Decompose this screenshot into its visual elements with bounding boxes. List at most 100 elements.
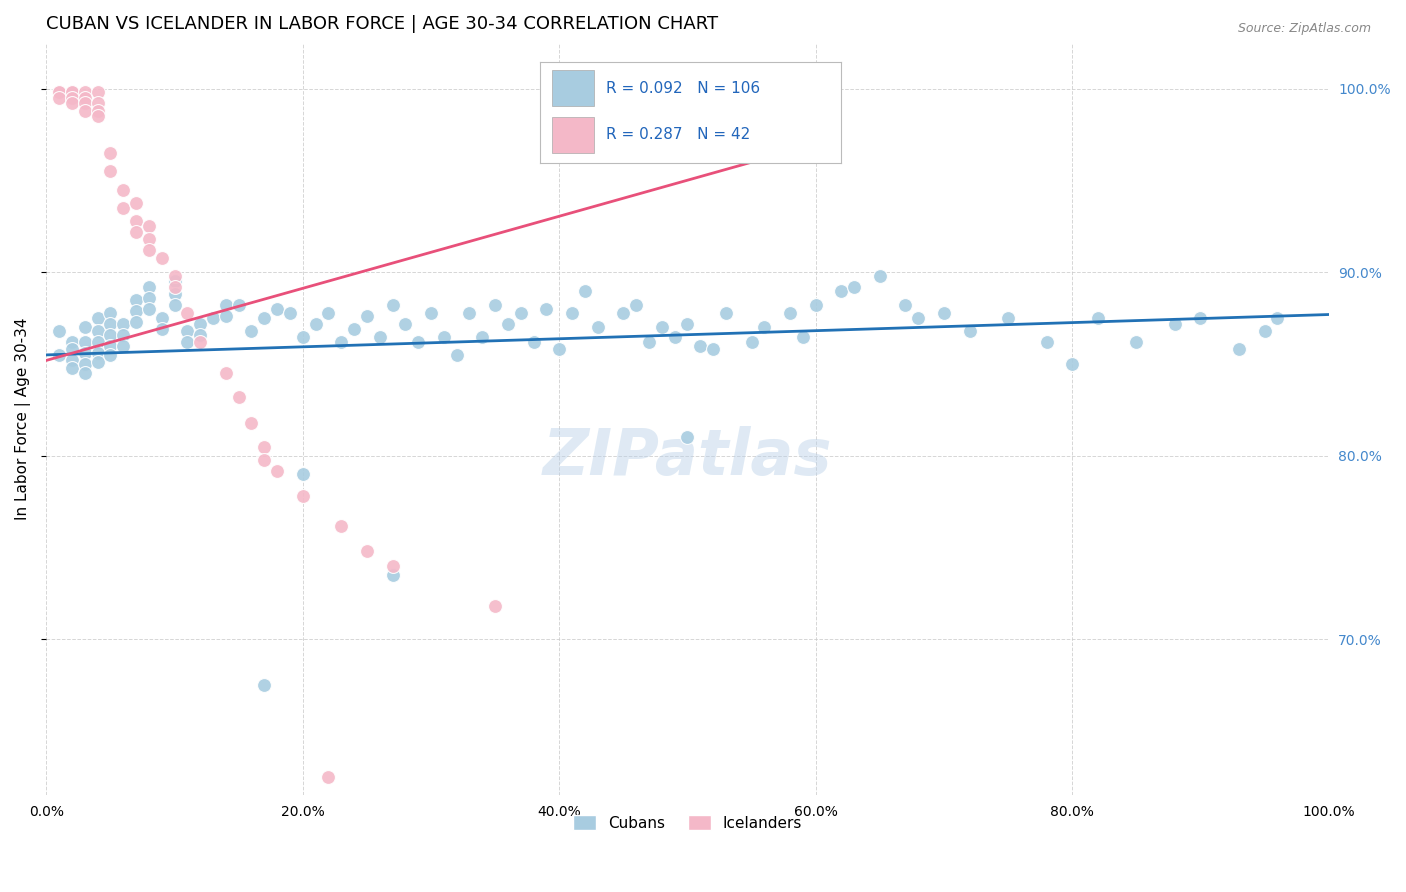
- Point: [215, 310, 238, 324]
- Point: [60, 334, 83, 349]
- Point: [86, 346, 108, 360]
- Point: [60, 86, 83, 100]
- Point: [959, 324, 981, 338]
- Point: [318, 306, 340, 320]
- Point: [73, 346, 96, 360]
- Point: [471, 329, 494, 343]
- Point: [907, 311, 929, 326]
- Point: [702, 343, 724, 357]
- Point: [48, 348, 70, 362]
- Point: [228, 298, 250, 312]
- Point: [112, 327, 135, 342]
- Point: [741, 334, 763, 349]
- Point: [343, 322, 366, 336]
- Point: [125, 303, 148, 318]
- Point: [536, 301, 558, 316]
- Point: [60, 91, 83, 105]
- Point: [484, 298, 506, 312]
- Point: [73, 91, 96, 105]
- Point: [48, 324, 70, 338]
- Text: Source: ZipAtlas.com: Source: ZipAtlas.com: [1237, 22, 1371, 36]
- Point: [561, 306, 583, 320]
- Point: [509, 306, 531, 320]
- Text: ZIPatlas: ZIPatlas: [543, 425, 832, 488]
- Point: [458, 306, 481, 320]
- Point: [330, 518, 353, 533]
- Point: [894, 298, 917, 312]
- Point: [676, 430, 699, 444]
- Point: [100, 306, 122, 320]
- Point: [754, 320, 776, 334]
- Point: [228, 390, 250, 404]
- Point: [215, 298, 238, 312]
- Point: [60, 360, 83, 375]
- Point: [176, 334, 198, 349]
- Point: [240, 324, 263, 338]
- Point: [112, 317, 135, 331]
- Point: [73, 320, 96, 334]
- Point: [830, 284, 852, 298]
- Point: [278, 306, 301, 320]
- Point: [163, 298, 186, 312]
- Point: [356, 310, 378, 324]
- Point: [60, 343, 83, 357]
- Point: [586, 320, 609, 334]
- Point: [86, 324, 108, 338]
- Point: [1087, 311, 1109, 326]
- Point: [86, 96, 108, 111]
- Point: [150, 251, 173, 265]
- Point: [60, 86, 83, 100]
- Point: [100, 339, 122, 353]
- Point: [73, 366, 96, 380]
- Point: [100, 164, 122, 178]
- Point: [779, 306, 801, 320]
- Point: [651, 320, 673, 334]
- Point: [138, 219, 160, 234]
- Point: [1227, 343, 1250, 357]
- Point: [266, 301, 288, 316]
- Point: [138, 244, 160, 258]
- Point: [125, 195, 148, 210]
- Point: [253, 311, 276, 326]
- Point: [86, 334, 108, 349]
- Point: [73, 103, 96, 118]
- Y-axis label: In Labor Force | Age 30-34: In Labor Force | Age 30-34: [15, 318, 31, 520]
- Point: [100, 327, 122, 342]
- Point: [138, 291, 160, 305]
- Point: [291, 489, 314, 503]
- Point: [150, 311, 173, 326]
- Point: [86, 355, 108, 369]
- Point: [112, 339, 135, 353]
- Point: [406, 334, 429, 349]
- Point: [689, 339, 711, 353]
- Point: [523, 334, 546, 349]
- Point: [792, 329, 814, 343]
- Point: [138, 280, 160, 294]
- Point: [163, 275, 186, 289]
- Point: [201, 311, 224, 326]
- Point: [624, 298, 647, 312]
- Point: [997, 311, 1019, 326]
- Point: [253, 678, 276, 692]
- Point: [188, 327, 211, 342]
- Point: [73, 96, 96, 111]
- Point: [86, 109, 108, 123]
- Point: [932, 306, 955, 320]
- Point: [163, 268, 186, 283]
- Point: [664, 329, 686, 343]
- Point: [73, 357, 96, 371]
- Point: [86, 86, 108, 100]
- Point: [48, 86, 70, 100]
- Point: [548, 343, 571, 357]
- Point: [112, 201, 135, 215]
- Point: [844, 280, 866, 294]
- Point: [73, 334, 96, 349]
- Point: [330, 334, 353, 349]
- Point: [48, 91, 70, 105]
- Point: [188, 334, 211, 349]
- Point: [804, 298, 827, 312]
- Point: [253, 452, 276, 467]
- Point: [253, 440, 276, 454]
- Point: [60, 96, 83, 111]
- Point: [318, 770, 340, 784]
